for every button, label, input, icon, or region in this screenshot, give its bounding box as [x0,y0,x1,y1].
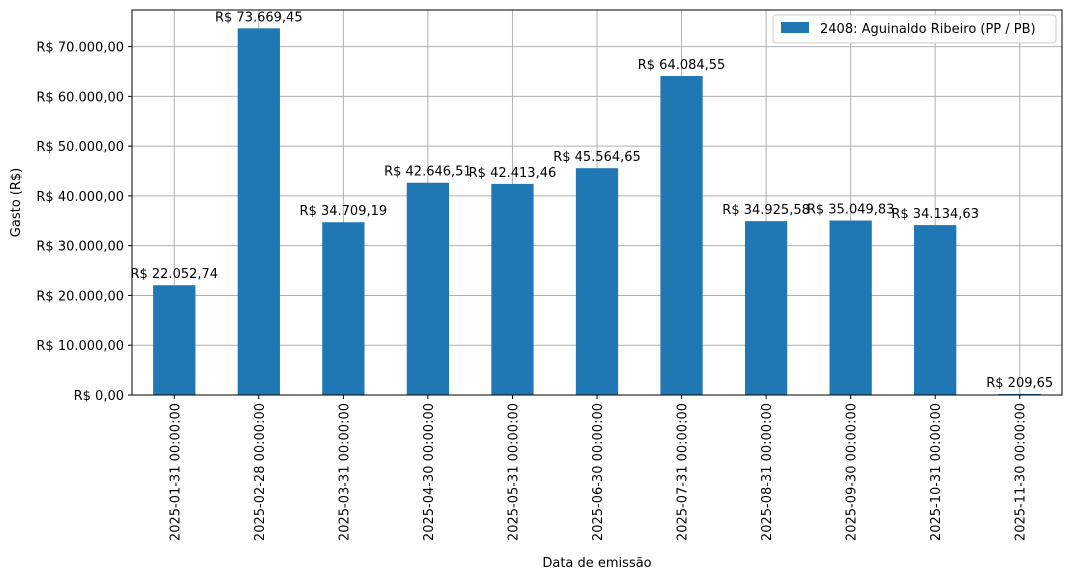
data-label: R$ 22.052,74 [130,267,218,282]
y-tick-label: R$ 30.000,00 [36,240,124,255]
bar [406,182,450,395]
y-tick-label: R$ 0,00 [74,389,124,404]
data-label: R$ 42.413,46 [469,166,557,181]
bar [829,220,872,395]
y-axis-label: Gasto (R$) [9,168,24,237]
legend-entry: 2408: Aguinaldo Ribeiro (PP / PB) [820,22,1036,37]
y-tick-label: R$ 70.000,00 [36,41,124,56]
x-tick-label: 2025-09-30 00:00:00 [845,403,860,541]
bars [153,28,1041,395]
bar [491,183,534,395]
y-tick-label: R$ 50.000,00 [36,140,124,155]
bar [153,285,196,395]
y-tick-label: R$ 10.000,00 [36,339,124,354]
data-label: R$ 42.646,51 [384,165,472,180]
x-tick-label: 2025-06-30 00:00:00 [591,403,606,541]
y-tick-label: R$ 60.000,00 [36,90,124,105]
data-label: R$ 34.134,63 [891,207,979,222]
data-label: R$ 35.049,83 [807,203,895,218]
x-tick-label: 2025-04-30 00:00:00 [422,403,437,541]
y-axis-ticks: R$ 0,00 R$ 10.000,00 R$ 20.000,00 R$ 30.000… [36,41,132,404]
data-labels: R$ 22.052,74 R$ 73.669,45 R$ 34.709,19 R$ 4… [130,10,1053,391]
x-tick-label: 2025-02-28 00:00:00 [253,403,268,541]
bar [575,168,619,395]
x-tick-label: 2025-10-31 00:00:00 [929,403,944,541]
data-label: R$ 34.709,19 [300,204,388,219]
data-label: R$ 73.669,45 [215,10,303,25]
legend-box [772,14,1057,44]
x-tick-label: 2025-07-31 00:00:00 [676,403,691,541]
x-axis-label: Data de emissão [542,556,651,571]
data-label: R$ 45.564,65 [553,150,641,165]
data-label: R$ 209,65 [986,376,1053,391]
x-tick-label: 2025-03-31 00:00:00 [337,403,352,541]
x-tick-label: 2025-11-30 00:00:00 [1014,403,1029,541]
x-tick-label: 2025-08-31 00:00:00 [760,403,775,541]
bar [998,393,1041,395]
x-axis-ticks: 2025-01-31 00:00:00 2025-02-28 00:00:00 20… [168,395,1029,541]
data-label: R$ 34.925,58 [722,203,810,218]
bar [660,76,703,395]
legend: 2408: Aguinaldo Ribeiro (PP / PB) [772,14,1057,44]
bar [322,222,365,395]
y-tick-label: R$ 40.000,00 [36,190,124,205]
y-tick-label: R$ 20.000,00 [36,289,124,304]
x-tick-label: 2025-05-31 00:00:00 [506,403,521,541]
bar [744,221,788,395]
data-label: R$ 64.084,55 [638,58,726,73]
bar [237,28,280,395]
x-tick-label: 2025-01-31 00:00:00 [168,403,183,541]
legend-swatch [781,22,809,33]
bar [914,225,957,395]
